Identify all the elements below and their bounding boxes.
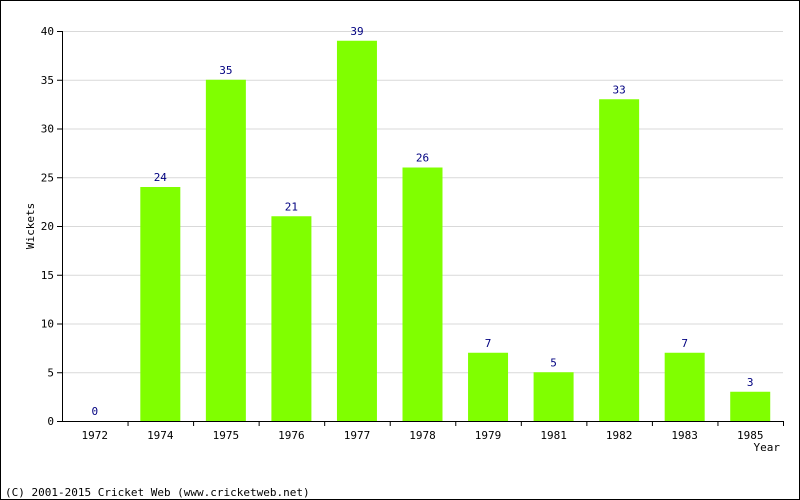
data-label: 7 — [485, 337, 492, 350]
x-tick-label: 1972 — [82, 429, 109, 442]
y-tick-label: 25 — [41, 171, 54, 184]
bar — [336, 40, 377, 421]
y-axis-title: Wickets — [24, 203, 37, 249]
bar — [533, 372, 574, 421]
bar — [468, 352, 509, 421]
data-label: 21 — [285, 200, 298, 213]
x-tick-label: 1977 — [344, 429, 371, 442]
x-tick-label: 1974 — [147, 429, 174, 442]
copyright-notice: (C) 2001-2015 Cricket Web (www.cricketwe… — [5, 486, 310, 499]
data-label: 24 — [154, 171, 168, 184]
y-tick-label: 0 — [47, 415, 54, 428]
x-axis-title: Year — [754, 441, 781, 454]
data-label: 26 — [416, 152, 429, 165]
y-tick-label: 40 — [41, 25, 54, 38]
data-label: 39 — [350, 25, 363, 38]
x-tick-label: 1981 — [540, 429, 567, 442]
bar — [599, 99, 640, 421]
x-tick-label: 1979 — [475, 429, 502, 442]
bar — [730, 391, 771, 421]
x-tick-label: 1976 — [278, 429, 305, 442]
y-tick-label: 10 — [41, 318, 54, 331]
y-tick-label: 5 — [47, 366, 54, 379]
data-label: 33 — [613, 83, 626, 96]
bar — [271, 216, 312, 421]
bar — [205, 79, 246, 421]
bar — [664, 352, 705, 421]
y-tick-label: 15 — [41, 269, 54, 282]
data-label: 0 — [91, 405, 98, 418]
bar — [140, 187, 181, 421]
data-label: 35 — [219, 64, 232, 77]
x-tick-label: 1983 — [671, 429, 698, 442]
x-tick-label: 1978 — [409, 429, 436, 442]
bar — [402, 167, 443, 421]
y-tick-label: 20 — [41, 220, 54, 233]
data-label: 7 — [681, 337, 688, 350]
y-tick-label: 30 — [41, 123, 54, 136]
y-tick-label: 35 — [41, 74, 54, 87]
x-tick-label: 1975 — [213, 429, 240, 442]
data-label: 5 — [550, 356, 557, 369]
x-tick-label: 1985 — [737, 429, 764, 442]
data-label: 3 — [747, 376, 754, 389]
x-tick-label: 1982 — [606, 429, 633, 442]
